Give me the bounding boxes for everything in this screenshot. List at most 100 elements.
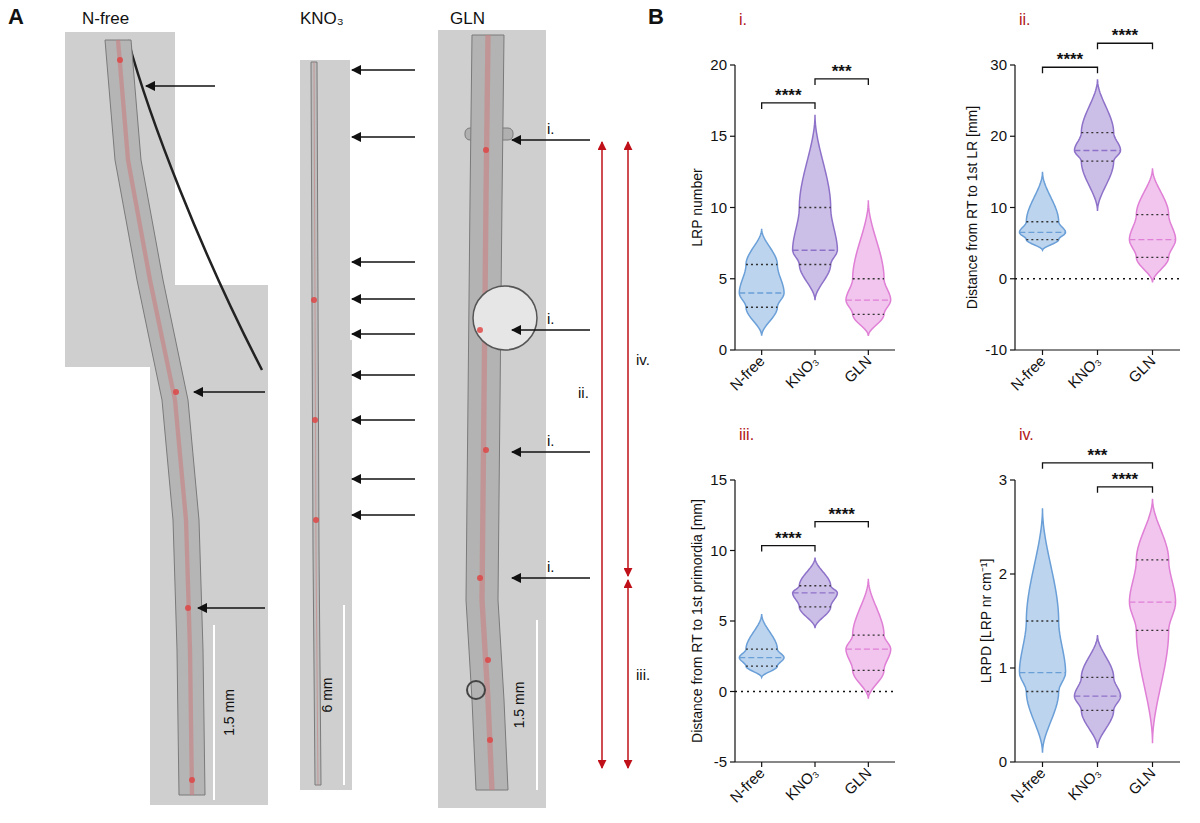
quartile-line xyxy=(1026,239,1058,240)
violin-chart: ii.-100102030Distance from RT to 1st LR … xyxy=(964,11,1180,394)
quartile-line xyxy=(799,264,830,265)
violin xyxy=(846,579,891,699)
root-stele xyxy=(482,35,492,790)
y-axis xyxy=(1014,65,1015,350)
x-tick xyxy=(1152,350,1153,355)
significance-label: **** xyxy=(828,505,855,524)
x-tick xyxy=(1152,762,1153,767)
y-tick xyxy=(730,207,735,208)
y-tick xyxy=(730,761,735,762)
significance-label: **** xyxy=(1112,26,1139,45)
y-tick-label: 15 xyxy=(710,471,727,488)
x-tick xyxy=(814,350,815,355)
y-axis-title: Distance from RT to 1st LR [mm] xyxy=(964,106,980,309)
significance-label: *** xyxy=(832,62,852,81)
range-label: iv. xyxy=(636,351,650,368)
panel-title: iv. xyxy=(1019,426,1034,443)
arrow xyxy=(352,69,415,71)
y-tick-label: 5 xyxy=(719,270,727,287)
arrow xyxy=(352,514,415,516)
y-tick xyxy=(1010,278,1015,279)
x-tick-label: GLN xyxy=(1125,352,1159,386)
root xyxy=(105,40,205,795)
median-line xyxy=(1129,602,1175,603)
quartile-line xyxy=(799,606,830,607)
y-tick xyxy=(730,64,735,65)
arrow xyxy=(352,333,415,335)
x-tick-label: KNO₃ xyxy=(1064,764,1103,803)
arrow xyxy=(146,85,215,87)
y-axis-title: LRP number xyxy=(689,168,705,247)
arrow xyxy=(352,478,415,480)
violin xyxy=(1129,499,1175,743)
y-tick-label: 15 xyxy=(710,127,727,144)
y-axis xyxy=(734,480,735,762)
quartile-line xyxy=(1136,214,1168,215)
primordium-label: i. xyxy=(547,432,555,449)
median-line xyxy=(793,250,838,251)
significance-label: **** xyxy=(775,529,802,548)
fluorescence-spot xyxy=(312,417,318,423)
x-tick xyxy=(868,350,869,355)
fluorescence-spot xyxy=(487,737,493,743)
significance-label: **** xyxy=(1112,470,1139,489)
y-tick-label: 10 xyxy=(710,542,727,559)
scale-label: 1.5 mm xyxy=(221,689,237,736)
x-tick-label: N-free xyxy=(726,352,767,393)
violin xyxy=(739,614,784,677)
y-tick-label: 0 xyxy=(999,270,1007,287)
quartile-line xyxy=(1026,620,1058,621)
arrow xyxy=(194,391,265,393)
median-line xyxy=(739,657,784,658)
x-tick xyxy=(761,350,762,355)
significance-label: *** xyxy=(1088,446,1108,465)
scale-bar xyxy=(343,605,345,785)
x-tick xyxy=(761,762,762,767)
y-tick-label: 0 xyxy=(719,341,727,358)
y-tick xyxy=(730,136,735,137)
y-tick xyxy=(730,691,735,692)
fluorescence-spot xyxy=(185,605,191,611)
y-tick xyxy=(1010,667,1015,668)
fluorescence-spot xyxy=(477,327,483,333)
y-tick xyxy=(730,479,735,480)
median-line xyxy=(1129,239,1175,240)
fluorescence-spot xyxy=(117,57,123,63)
median-line xyxy=(846,299,891,300)
x-tick xyxy=(1042,350,1043,355)
x-tick xyxy=(1097,762,1098,767)
x-tick xyxy=(1097,350,1098,355)
violins xyxy=(1019,499,1175,753)
median-line xyxy=(1074,696,1120,697)
quartile-line xyxy=(746,649,777,650)
range-arrow xyxy=(627,580,629,768)
x-tick-label: GLN xyxy=(841,352,875,386)
y-axis-title: Distance from RT to 1st primordia [mm] xyxy=(689,499,705,743)
fluorescence-spot xyxy=(313,517,319,523)
y-axis xyxy=(1014,480,1015,762)
arrow xyxy=(512,577,590,579)
y-tick xyxy=(1010,136,1015,137)
fluorescence-spot xyxy=(189,777,195,783)
significance-label: **** xyxy=(775,86,802,105)
quartile-line xyxy=(799,207,830,208)
violins xyxy=(739,115,890,336)
quartile-line xyxy=(1081,132,1113,133)
arrow xyxy=(352,298,415,300)
median-line xyxy=(793,592,838,593)
y-tick xyxy=(1010,761,1015,762)
quartile-line xyxy=(1136,257,1168,258)
air-bubble xyxy=(473,286,537,350)
x-tick-label: KNO₃ xyxy=(782,352,821,391)
y-tick-label: 20 xyxy=(710,56,727,73)
quartile-line xyxy=(799,585,830,586)
median-line xyxy=(1019,232,1065,233)
x-tick xyxy=(814,762,815,767)
violin xyxy=(793,115,838,300)
figure: AN-freeKNO₃GLN1.5 mm6 mmi.i.i.i.1.5 mmii… xyxy=(0,0,1200,823)
x-tick xyxy=(868,762,869,767)
fluorescence-spot xyxy=(485,657,491,663)
image-tile xyxy=(438,30,546,808)
y-tick xyxy=(1010,573,1015,574)
x-tick-label: N-free xyxy=(1007,764,1048,805)
